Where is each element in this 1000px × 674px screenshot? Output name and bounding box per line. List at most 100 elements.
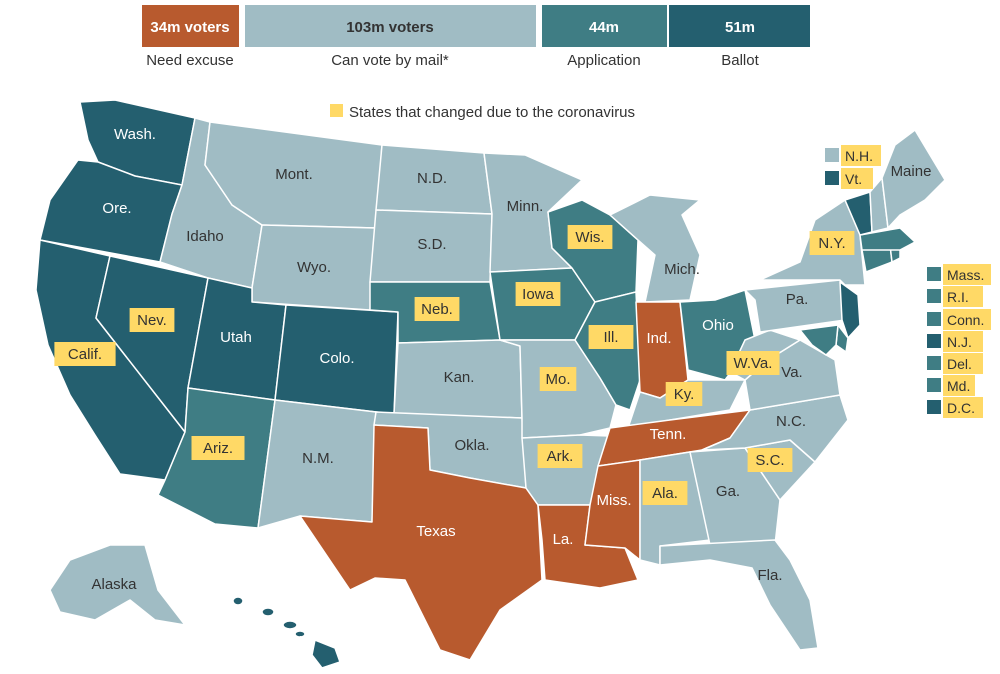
state-label-ore: Ore. xyxy=(102,200,131,217)
key-highlight-conn xyxy=(943,309,991,330)
state-label-ohio: Ohio xyxy=(702,317,734,334)
state-label-texas: Texas xyxy=(416,523,455,540)
state-mass xyxy=(859,227,916,251)
state-label-sd: S.D. xyxy=(417,236,446,253)
state-label-maine: Maine xyxy=(891,163,932,180)
need-excuse-bar xyxy=(142,5,239,47)
changed-highlight-neb xyxy=(414,297,460,321)
changed-highlight-sc xyxy=(747,448,793,472)
key-highlight-md xyxy=(943,375,975,396)
need-excuse-label: Need excuse xyxy=(146,52,234,69)
state-label-utah: Utah xyxy=(220,329,252,346)
legend-label: States that changed due to the coronavir… xyxy=(349,104,635,121)
changed-highlight-ny xyxy=(809,231,855,255)
changed-highlight-ill xyxy=(588,325,634,349)
state-label-alaska: Alaska xyxy=(91,576,137,593)
ballot-label: Ballot xyxy=(721,52,759,69)
key-label-nh: N.H. xyxy=(845,148,873,164)
key-label-md: Md. xyxy=(947,378,970,394)
state-label-nd: N.D. xyxy=(417,170,447,187)
key-highlight-nh xyxy=(841,145,881,166)
key-swatch-dc xyxy=(927,400,941,414)
state-label-sc: S.C. xyxy=(755,452,784,469)
key-label-vt: Vt. xyxy=(845,171,862,187)
key-label-ri: R.I. xyxy=(947,289,969,305)
state-fla xyxy=(659,539,819,651)
changed-highlight-mo xyxy=(539,367,577,391)
ballot-value: 51m xyxy=(725,19,755,36)
state-label-wva: W.Va. xyxy=(734,355,773,372)
legend-swatch xyxy=(330,104,343,117)
changed-highlight-nev xyxy=(129,308,175,332)
state-label-tenn: Tenn. xyxy=(650,426,687,443)
can-vote-by-mail-label: Can vote by mail* xyxy=(331,52,449,69)
state-nj xyxy=(839,281,861,339)
state-label-wyo: Wyo. xyxy=(297,259,331,276)
changed-highlight-ark xyxy=(537,444,583,468)
key-highlight-del xyxy=(943,353,983,374)
key-label-conn: Conn. xyxy=(947,312,984,328)
state-label-miss: Miss. xyxy=(597,492,632,509)
state-label-mich: Mich. xyxy=(664,261,700,278)
northeast-keys: N.H. Vt. Mass. R.I. Conn. N.J. Del. Md. D.C. xyxy=(825,145,991,418)
state-label-ind: Ind. xyxy=(646,330,671,347)
state-label-wis: Wis. xyxy=(575,229,604,246)
application-bar xyxy=(542,5,667,47)
application-value: 44m xyxy=(589,19,619,36)
changed-highlight-wis xyxy=(567,225,613,249)
changed-highlight-ariz xyxy=(191,436,245,460)
ballot-bar xyxy=(669,5,810,47)
key-swatch-ri xyxy=(927,289,941,303)
state-label-fla: Fla. xyxy=(757,567,782,584)
state-label-pa: Pa. xyxy=(786,291,809,308)
state-label-ala: Ala. xyxy=(652,485,678,502)
key-label-dc: D.C. xyxy=(947,400,975,416)
state-mich xyxy=(609,194,701,303)
state-label-ariz: Ariz. xyxy=(203,440,233,457)
state-label-calif: Calif. xyxy=(68,346,102,363)
changed-highlight-ky xyxy=(665,382,703,406)
changed-highlight-wva xyxy=(726,351,780,375)
key-swatch-conn xyxy=(927,312,941,326)
state-label-idaho: Idaho xyxy=(186,228,224,245)
key-label-del: Del. xyxy=(947,356,972,372)
key-swatch-del xyxy=(927,356,941,370)
key-swatch-nh xyxy=(825,148,839,162)
key-swatch-nj xyxy=(927,334,941,348)
state-alaska xyxy=(49,544,186,626)
state-label-iowa: Iowa xyxy=(522,286,554,303)
state-label-minn: Minn. xyxy=(507,198,544,215)
state-label-la: La. xyxy=(553,531,574,548)
changed-highlight-iowa xyxy=(515,282,561,306)
key-label-nj: N.J. xyxy=(947,334,972,350)
key-swatch-vt xyxy=(825,171,839,185)
state-label-nm: N.M. xyxy=(302,450,334,467)
state-label-ill: Ill. xyxy=(604,329,619,346)
state-label-ky: Ky. xyxy=(674,386,695,403)
state-label-nev: Nev. xyxy=(137,312,167,329)
state-label-va: Va. xyxy=(781,364,802,381)
need-excuse-value: 34m voters xyxy=(150,19,229,36)
state-label-mo: Mo. xyxy=(545,371,570,388)
changed-legend: States that changed due to the coronavir… xyxy=(330,104,635,121)
state-shapes xyxy=(35,99,946,669)
state-label-colo: Colo. xyxy=(319,350,354,367)
state-hawaii xyxy=(232,596,341,669)
state-maine xyxy=(881,129,946,229)
key-swatch-mass xyxy=(927,267,941,281)
changed-highlight-calif xyxy=(54,342,116,366)
state-label-hawaii: Hawaii xyxy=(257,634,302,651)
key-highlight-ri xyxy=(943,286,983,307)
state-label-nc: N.C. xyxy=(776,413,806,430)
can-vote-by-mail-bar xyxy=(245,5,536,47)
state-label-ark: Ark. xyxy=(547,448,574,465)
key-highlight-dc xyxy=(943,397,983,418)
application-label: Application xyxy=(567,52,640,69)
state-pa xyxy=(744,279,846,333)
state-label-neb: Neb. xyxy=(421,301,453,318)
key-highlight-nj xyxy=(943,331,983,352)
state-texas xyxy=(299,424,543,661)
key-label-mass: Mass. xyxy=(947,267,984,283)
key-highlight-mass xyxy=(943,264,991,285)
